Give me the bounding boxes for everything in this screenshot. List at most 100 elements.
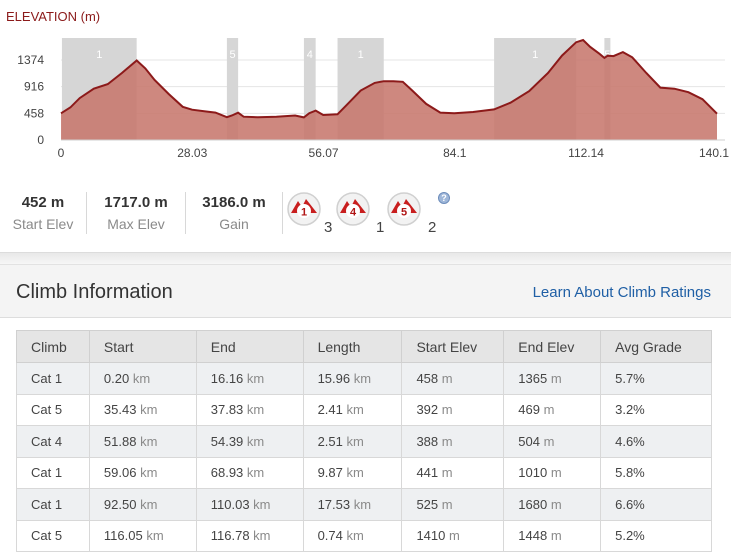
col-header-avg-grade[interactable]: Avg Grade — [600, 330, 712, 363]
elevation-area — [60, 38, 725, 141]
length-cell-value: 15.96 — [317, 370, 351, 386]
x-axis-ticks: 0 28.03 56.07 84.1 112.14 140.1 — [58, 146, 730, 160]
avg-grade-cell-value: 5.7% — [615, 370, 645, 386]
climb-cell-value: Cat 5 — [31, 402, 63, 418]
start-elev-cell-unit: m — [441, 465, 453, 481]
length-cell: 2.41 km — [302, 393, 403, 426]
cat-4-climb-icon: 4 — [336, 192, 370, 226]
stat-divider — [282, 192, 283, 234]
climb-cell: Cat 1 — [16, 456, 90, 489]
start-elev-cell-value: 458 — [416, 370, 439, 386]
climb-table-header-row: Climb Start End Length Start Elev End El… — [16, 330, 712, 363]
col-header-start-elev[interactable]: Start Elev — [401, 330, 505, 363]
col-header-end-elev[interactable]: End Elev — [503, 330, 602, 363]
length-cell-unit: km — [346, 465, 364, 481]
cat-4-count: 1 — [376, 219, 385, 236]
end-elev-cell-unit: m — [550, 370, 562, 386]
end-cell: 110.03 km — [195, 488, 304, 521]
end-elev-cell-unit: m — [550, 496, 562, 512]
end-elev-cell-value: 469 — [518, 402, 540, 418]
start-cell: 0.20 km — [88, 362, 197, 395]
end-cell: 116.78 km — [195, 519, 304, 552]
gain-value: 3186.0 m — [202, 194, 266, 211]
end-cell-value: 54.39 — [210, 433, 244, 449]
cat-5-badge-number: 5 — [401, 207, 407, 219]
end-elev-cell-unit: m — [550, 465, 562, 481]
climb-band-label: 1 — [358, 49, 364, 61]
length-cell: 17.53 km — [302, 488, 403, 521]
col-header-end[interactable]: End — [195, 330, 304, 363]
start-elev-cell-value: 441 — [416, 465, 439, 481]
col-header-length[interactable]: Length — [302, 330, 403, 363]
length-cell: 9.87 km — [302, 456, 403, 489]
end-cell: 54.39 km — [195, 425, 304, 458]
end-cell-unit: km — [246, 465, 265, 481]
table-row: Cat 4 51.88 km 54.39 km 2.51 km 388 m 504 m 4.… — [16, 425, 712, 458]
start-cell-unit: km — [140, 465, 158, 481]
climb-info-title: Climb Information — [16, 281, 173, 303]
start-elev-cell-value: 392 — [416, 402, 439, 418]
elevation-fill — [61, 40, 717, 140]
length-cell-unit: km — [353, 370, 372, 386]
table-row: Cat 5 116.05 km 116.78 km 0.74 km 1410 m 1448… — [16, 519, 712, 552]
max-elev-stat: 1717.0 m Max Elev — [87, 184, 185, 234]
avg-grade-cell: 5.7% — [600, 362, 712, 395]
climb-cell-value: Cat 1 — [31, 370, 63, 386]
climb-cell-value: Cat 4 — [31, 433, 63, 449]
end-elev-cell: 1680 m — [503, 488, 602, 521]
start-elev-stat: 452 m Start Elev — [0, 184, 86, 234]
end-cell-unit: km — [246, 402, 265, 418]
x-tick-label: 0 — [58, 146, 65, 160]
gain-label: Gain — [219, 216, 249, 232]
section-separator — [0, 252, 731, 264]
end-elev-cell-unit: m — [543, 402, 555, 418]
climb-band-label: 5 — [229, 49, 235, 61]
start-elev-cell-value: 388 — [416, 433, 439, 449]
end-elev-cell: 1010 m — [503, 456, 602, 489]
stat-divider — [86, 192, 87, 234]
length-cell-unit: km — [353, 496, 372, 512]
end-cell-unit: km — [246, 433, 265, 449]
climb-cell: Cat 4 — [16, 425, 90, 458]
x-tick-label: 112.14 — [568, 146, 604, 160]
end-elev-cell-value: 1010 — [518, 465, 548, 481]
cat-1-count: 3 — [324, 219, 333, 236]
learn-climb-ratings-link[interactable]: Learn About Climb Ratings — [532, 284, 711, 301]
avg-grade-cell: 6.6% — [600, 488, 712, 521]
table-row: Cat 5 35.43 km 37.83 km 2.41 km 392 m 469 m 3.… — [16, 393, 712, 426]
start-cell: 92.50 km — [88, 488, 197, 521]
x-tick-label: 140.1 — [699, 146, 729, 160]
start-elev-cell-unit: m — [449, 528, 460, 544]
max-elev-label: Max Elev — [107, 216, 165, 232]
climb-band-label: 1 — [532, 49, 538, 61]
start-elev-cell: 525 m — [401, 488, 505, 521]
end-elev-cell: 504 m — [503, 425, 602, 458]
length-cell-value: 9.87 — [317, 465, 343, 481]
end-cell-unit: km — [253, 496, 271, 512]
y-tick-label: 1374 — [17, 53, 44, 67]
start-cell-value: 35.43 — [103, 402, 137, 418]
col-header-climb[interactable]: Climb — [16, 330, 90, 363]
end-elev-cell-value: 1680 — [518, 496, 548, 512]
col-header-start[interactable]: Start — [88, 330, 197, 363]
y-tick-label: 0 — [37, 133, 44, 147]
climb-cell-value: Cat 1 — [31, 496, 63, 512]
end-cell-value: 116.78 — [210, 528, 250, 544]
start-elev-label: Start Elev — [12, 216, 74, 232]
length-cell-value: 2.51 — [317, 433, 343, 449]
climb-cell: Cat 5 — [16, 393, 90, 426]
help-icon[interactable]: ? — [438, 192, 450, 204]
end-cell-value: 110.03 — [210, 496, 250, 512]
avg-grade-cell-value: 4.6% — [615, 433, 645, 449]
x-tick-label: 28.03 — [177, 146, 207, 160]
start-cell: 51.88 km — [88, 425, 197, 458]
end-elev-cell: 1365 m — [503, 362, 602, 395]
start-elev-cell-unit: m — [441, 402, 453, 418]
start-cell-unit: km — [140, 433, 158, 449]
length-cell: 0.74 km — [302, 519, 403, 552]
start-cell: 35.43 km — [88, 393, 197, 426]
